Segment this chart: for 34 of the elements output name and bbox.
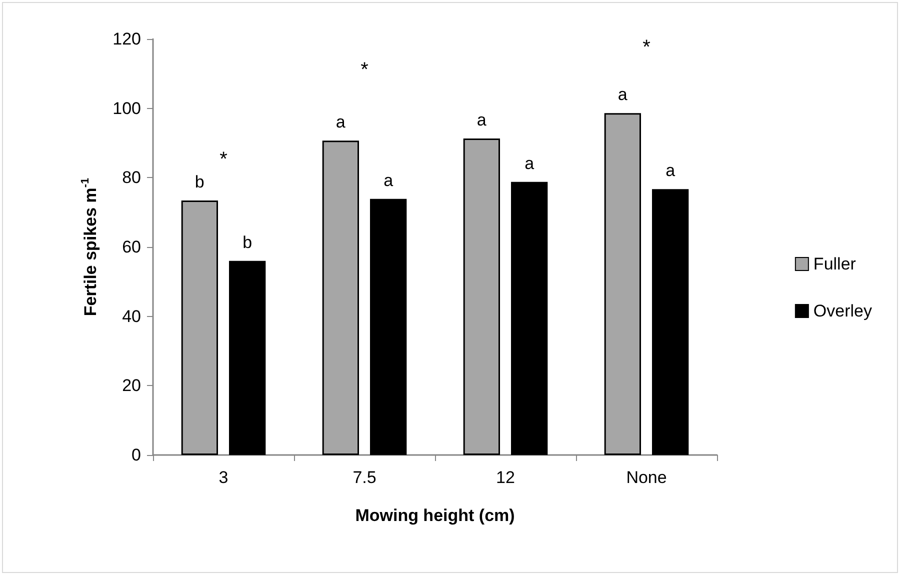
bar bbox=[604, 113, 641, 455]
bar bbox=[181, 200, 218, 455]
annotation: * bbox=[220, 148, 228, 171]
x-tick-label: 7.5 bbox=[352, 468, 376, 487]
data-label: a bbox=[666, 161, 676, 180]
x-axis-title: Mowing height (cm) bbox=[355, 506, 515, 525]
y-tick-label: 60 bbox=[122, 238, 141, 256]
data-label: a bbox=[336, 112, 346, 132]
y-tick-label: 40 bbox=[122, 306, 141, 326]
y-tick-label: 20 bbox=[122, 376, 141, 396]
y-tick-label: 0 bbox=[132, 446, 141, 464]
data-label: b bbox=[242, 232, 252, 252]
annotation: * bbox=[360, 59, 369, 82]
data-label: b bbox=[194, 172, 204, 192]
bar bbox=[463, 138, 500, 455]
y-tick-label: 100 bbox=[112, 98, 141, 118]
data-label: a bbox=[384, 170, 394, 190]
bar bbox=[229, 260, 266, 455]
x-tick-label: 12 bbox=[496, 468, 515, 487]
y-tick-label: 80 bbox=[122, 168, 141, 188]
y-tick-label: 120 bbox=[112, 30, 141, 48]
x-tick-label: 3 bbox=[218, 468, 228, 487]
legend-label: Overley bbox=[813, 302, 872, 320]
data-label: a bbox=[618, 85, 628, 104]
bar bbox=[322, 140, 359, 455]
bar bbox=[652, 189, 689, 455]
y-axis-title: Fertile spikes m-1 bbox=[80, 178, 100, 316]
bar bbox=[511, 182, 548, 455]
data-label: a bbox=[476, 110, 487, 130]
legend-label: Fuller bbox=[813, 254, 856, 274]
annotation: * bbox=[642, 36, 651, 58]
bar bbox=[370, 198, 407, 455]
x-tick-label: None bbox=[626, 468, 667, 487]
data-label: a bbox=[524, 154, 535, 173]
